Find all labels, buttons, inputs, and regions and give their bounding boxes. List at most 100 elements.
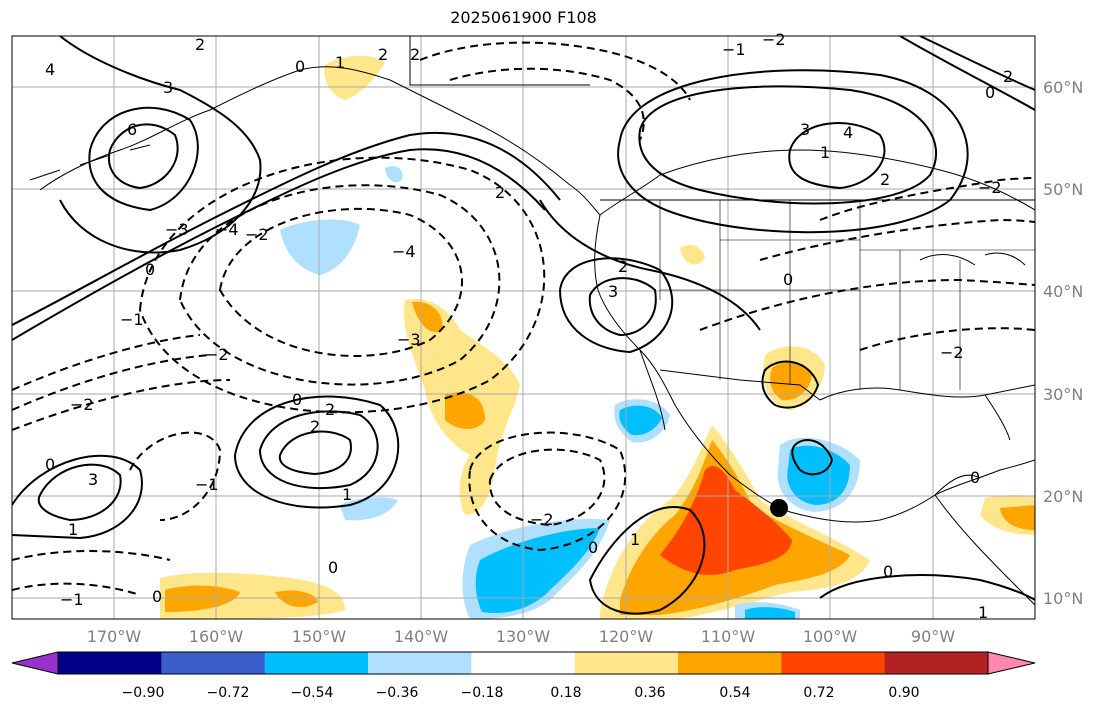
shade-orange-mexico xyxy=(770,362,812,401)
contour-label: −1 xyxy=(195,475,219,494)
colorbar-tick-label: −0.90 xyxy=(122,685,165,701)
shade-red-southeast xyxy=(660,466,792,575)
shade-yellow-alaska xyxy=(324,55,385,100)
contour-label: 0 xyxy=(970,468,980,487)
contour-label: 2 xyxy=(880,170,890,189)
contour-neg-south xyxy=(488,448,606,527)
contour-ring-west-2 xyxy=(12,454,143,540)
contour-south-right xyxy=(819,574,1035,601)
contour-label: 1 xyxy=(68,520,78,539)
contour-long-west xyxy=(539,199,761,331)
lon-label: 170°W xyxy=(87,627,142,646)
location-marker xyxy=(770,499,788,517)
contour-label: 1 xyxy=(630,530,640,549)
contour-label: 0 xyxy=(295,57,305,76)
lat-label: 60°N xyxy=(1043,78,1083,97)
contour-ring-california xyxy=(558,257,674,354)
us-west-coast xyxy=(594,214,791,513)
contour-jet-2 xyxy=(12,148,546,341)
colorbar-tick-label: 0.18 xyxy=(550,685,581,701)
contour-neg-southwest xyxy=(12,550,171,561)
contour-neg-band-2 xyxy=(12,354,211,411)
contour-label: 0 xyxy=(783,270,793,289)
contour-label: −3 xyxy=(397,330,421,349)
shade-blue-gulf xyxy=(787,445,850,505)
contour-ring-northpac xyxy=(107,123,179,190)
lon-label: 140°W xyxy=(394,627,449,646)
contour-label: −3 xyxy=(165,220,189,239)
lat-axis: 60°N 50°N 40°N 30°N 20°N 10°N xyxy=(1043,78,1083,608)
contour-ring-subtrop-2 xyxy=(233,395,400,509)
contour-label: 0 xyxy=(985,83,995,102)
contour-gulf-ring xyxy=(791,439,834,476)
lon-label: 100°W xyxy=(803,627,858,646)
shade-orange-caribbean xyxy=(1000,505,1035,530)
contour-hudson-ring-3 xyxy=(617,69,969,234)
baja-california xyxy=(639,349,666,431)
contour-label: 2 xyxy=(618,257,628,276)
coastlines xyxy=(29,36,1035,606)
colorbar-frame xyxy=(57,651,989,675)
map-content xyxy=(12,36,1035,619)
contour-label: 2 xyxy=(495,183,505,202)
contour-neg-pac-low-2 xyxy=(178,184,501,386)
colorbar-tick-label: −0.54 xyxy=(291,685,334,701)
lat-label: 30°N xyxy=(1043,385,1083,404)
aleutian-islands xyxy=(29,144,151,181)
contour-label: 0 xyxy=(883,562,893,581)
contour-label: −1 xyxy=(722,40,746,59)
lon-label: 160°W xyxy=(189,627,244,646)
contour-label: 0 xyxy=(328,558,338,577)
contour-label: 2 xyxy=(378,45,388,64)
contour-label: −2 xyxy=(978,178,1002,197)
contour-neg-canada xyxy=(819,177,1035,221)
shade-orange-southwest-2 xyxy=(275,590,318,608)
colorbar-extend-high xyxy=(987,651,1036,675)
colorbar-segment xyxy=(574,652,679,674)
contour-label: −2 xyxy=(762,30,786,49)
contour-label: 2 xyxy=(325,400,335,419)
colorbar-segment xyxy=(884,652,989,674)
contour-label: −2 xyxy=(245,225,269,244)
colorbar-segment xyxy=(58,652,162,674)
shade-orange-midpac-1 xyxy=(412,301,443,332)
shade-orange-midpac-2 xyxy=(445,392,485,429)
contour-label: −4 xyxy=(392,242,416,261)
colorbar-segment xyxy=(161,652,266,674)
contour-upper-right xyxy=(919,36,1035,91)
colorbar-extend-low xyxy=(11,651,59,675)
contour-hudson-ring xyxy=(788,122,886,190)
contour-label: 1 xyxy=(342,485,352,504)
colorbar-ticks: −0.90 −0.72 −0.54 −0.36 −0.18 0.18 0.36 … xyxy=(122,685,920,701)
colorbar-tick-label: 0.36 xyxy=(634,685,665,701)
lat-label: 50°N xyxy=(1043,180,1083,199)
lon-label: 150°W xyxy=(292,627,347,646)
contour-label: 2 xyxy=(410,45,420,64)
contour-label: 2 xyxy=(195,35,205,54)
contours-dashed xyxy=(12,41,1035,596)
contour-mexico-ring xyxy=(761,360,820,409)
central-america xyxy=(934,494,1035,606)
contour-neg-canada-2 xyxy=(759,218,1035,261)
colorbar-tick-label: −0.36 xyxy=(376,685,419,701)
lon-axis: 170°W 160°W 150°W 140°W 130°W 120°W 110°… xyxy=(87,627,955,646)
contour-ring-subtrop xyxy=(258,410,379,489)
contour-label: 1 xyxy=(820,143,830,162)
contour-label: 2 xyxy=(310,417,320,436)
contour-arc-northpac-3 xyxy=(59,36,262,254)
contour-label: −4 xyxy=(215,220,239,239)
colorbar-tick-label: 0.54 xyxy=(719,685,750,701)
shade-blue-south xyxy=(475,528,600,614)
contours-solid xyxy=(12,36,1035,615)
lat-label: 40°N xyxy=(1043,282,1083,301)
contour-jet-1 xyxy=(12,131,561,326)
canada-coast xyxy=(599,149,1035,216)
state-borders xyxy=(659,200,1035,390)
contour-label: 0 xyxy=(588,538,598,557)
florida xyxy=(984,394,1011,441)
contour-label: 3 xyxy=(163,78,173,97)
colorbar-segment xyxy=(678,652,782,674)
contour-south-ring xyxy=(588,506,706,615)
colorbar-segment xyxy=(781,652,886,674)
colorbar-tick-label: −0.72 xyxy=(207,685,250,701)
